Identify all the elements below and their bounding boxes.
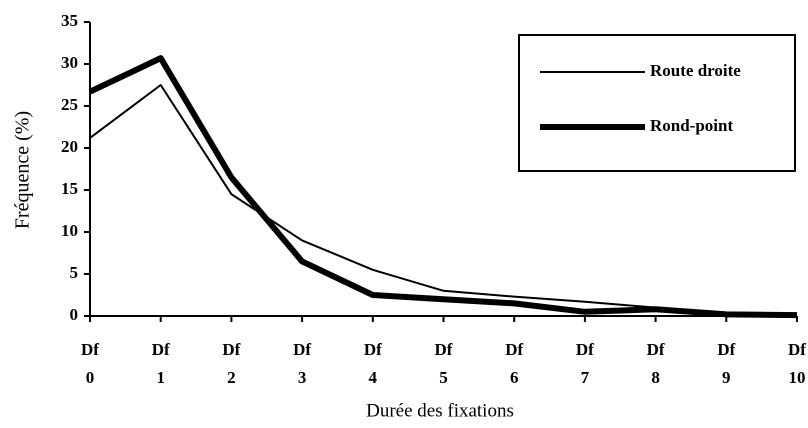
x-tick-label: Df 8 [646,340,665,387]
y-tick-label: 0 [70,305,79,324]
x-tick-label: Df 6 [505,340,524,387]
legend-label: Rond-point [650,116,733,135]
y-axis-label: Fréquence (%) [12,111,34,229]
legend-label: Route droite [650,61,741,80]
y-tick-label: 10 [61,221,78,240]
y-tick-label: 25 [61,95,78,114]
x-tick-label: Df 10 [788,340,806,387]
legend-box [518,34,796,172]
x-tick-label: Df 3 [293,340,312,387]
x-tick-label: Df 9 [717,340,736,387]
y-tick-label: 15 [61,179,78,198]
x-tick-label: Df 7 [575,340,594,387]
x-tick-label: Df 2 [222,340,241,387]
y-tick-label: 20 [61,137,78,156]
y-tick-label: 30 [61,53,78,72]
x-tick-label: Df 0 [81,340,99,387]
x-tick-label: Df 4 [363,340,382,387]
line-series [88,55,798,319]
x-tick-label: Df 1 [151,340,170,387]
x-axis-label: Durée des fixations [366,400,514,421]
y-tick-label: 35 [61,11,78,30]
y-tick-label: 5 [70,263,79,282]
x-tick-label: Df 5 [434,340,453,387]
